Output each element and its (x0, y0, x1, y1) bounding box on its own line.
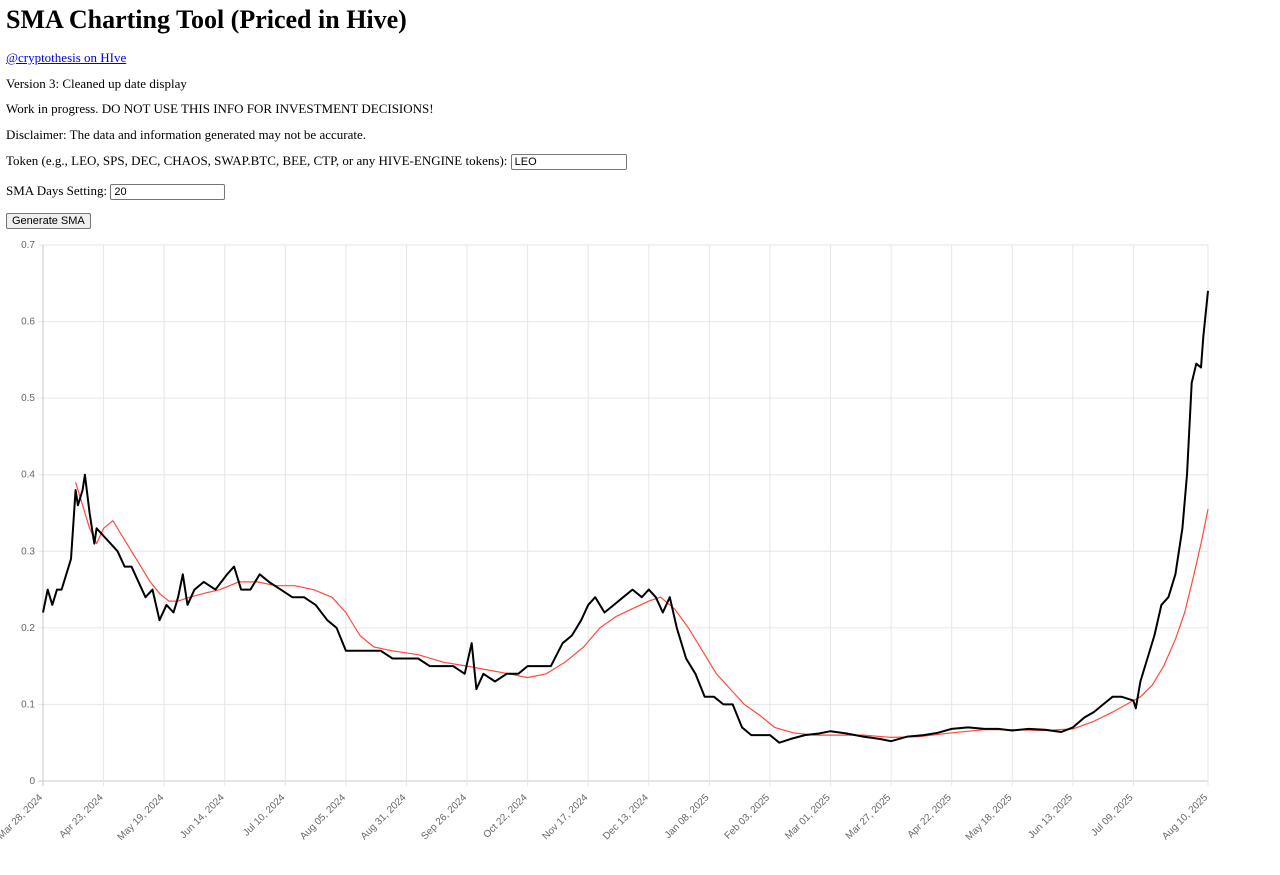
x-tick-label: Jun 13, 2025 (1026, 792, 1075, 841)
y-tick-label: 0.7 (21, 240, 35, 251)
page-title: SMA Charting Tool (Priced in Hive) (6, 5, 407, 34)
y-tick-label: 0.4 (21, 470, 35, 481)
x-tick-label: Aug 10, 2025 (1160, 792, 1210, 842)
sma-line (75, 482, 1209, 738)
sma-days-label: SMA Days Setting: (6, 183, 108, 198)
x-tick-label: Mar 01, 2025 (783, 792, 833, 842)
version-text: Version 3: Cleaned up date display (6, 76, 187, 91)
y-tick-label: 0.2 (21, 623, 35, 634)
x-tick-label: May 19, 2024 (116, 792, 167, 843)
x-tick-label: Jul 09, 2025 (1089, 792, 1136, 839)
y-tick-label: 0.3 (21, 546, 35, 557)
token-label: Token (e.g., LEO, SPS, DEC, CHAOS, SWAP.… (6, 153, 508, 168)
x-tick-label: Oct 22, 2024 (481, 792, 530, 841)
warning-text: Work in progress. DO NOT USE THIS INFO F… (6, 101, 434, 116)
sma-days-input[interactable] (110, 184, 226, 201)
x-tick-label: Jan 08, 2025 (663, 792, 712, 841)
y-tick-label: 0.6 (21, 317, 35, 328)
x-tick-label: Dec 13, 2024 (601, 792, 651, 842)
x-tick-label: Mar 28, 2024 (0, 792, 45, 842)
sma-chart: 0 0.1 0.2 0.3 0.4 0.5 0.6 0.7 Mar 28, 2024 Apr 23… (0, 240, 1210, 843)
x-tick-label: Sep 26, 2024 (419, 792, 469, 842)
x-tick-label: Aug 31, 2024 (359, 792, 409, 842)
x-tick-label: Aug 05, 2024 (298, 792, 348, 842)
x-tick-label: Feb 03, 2025 (723, 792, 773, 842)
x-tick-label: May 18, 2025 (964, 792, 1015, 843)
x-tick-label: Apr 23, 2024 (57, 792, 106, 841)
y-tick-label: 0 (29, 776, 35, 787)
sma-days-row: SMA Days Setting: (6, 183, 226, 201)
x-tick-label: Nov 17, 2024 (540, 792, 590, 842)
author-link[interactable]: @cryptothesis on HIve (6, 50, 127, 65)
y-tick-label: 0.5 (21, 393, 35, 404)
token-row: Token (e.g., LEO, SPS, DEC, CHAOS, SWAP.… (6, 153, 627, 171)
x-tick-label: Apr 22, 2025 (906, 792, 955, 841)
token-input[interactable] (510, 154, 627, 171)
disclaimer-text: Disclaimer: The data and information gen… (6, 127, 366, 142)
x-tick-label: Jun 14, 2024 (178, 792, 227, 841)
x-tick-label: Jul 10, 2024 (241, 792, 288, 839)
generate-sma-button[interactable]: Generate SMA (6, 213, 91, 229)
y-tick-label: 0.1 (21, 699, 35, 710)
x-tick-label: Mar 27, 2025 (844, 792, 894, 842)
price-line (42, 290, 1209, 744)
